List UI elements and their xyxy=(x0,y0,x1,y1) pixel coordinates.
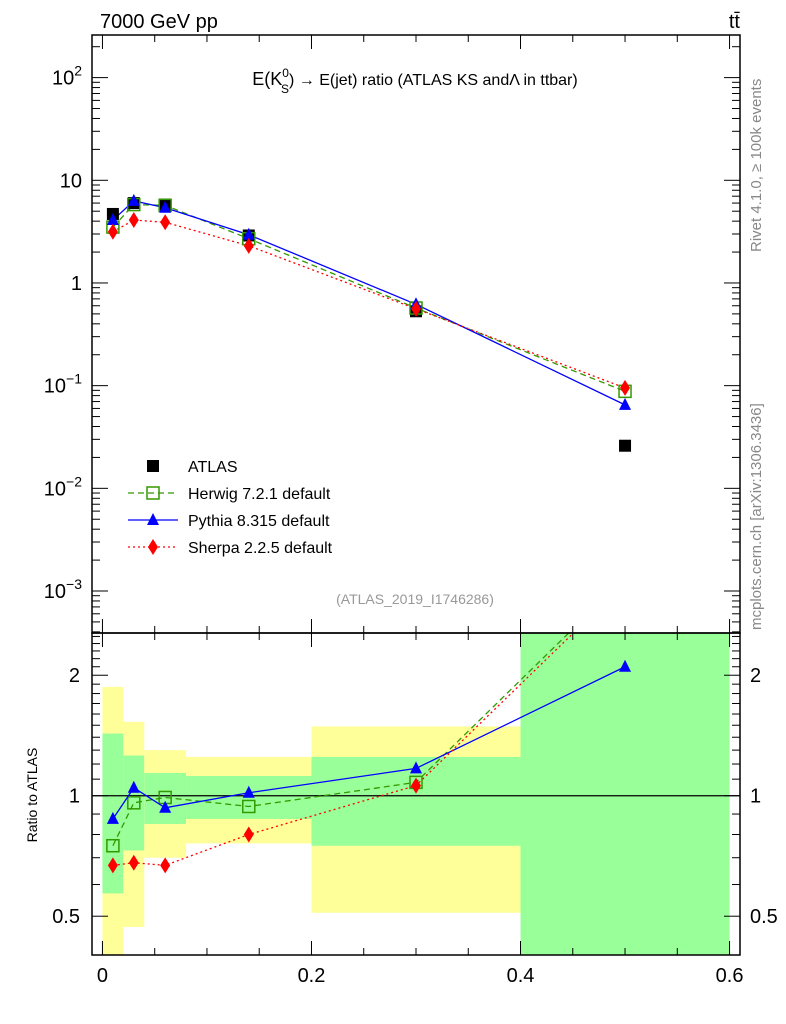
sherpa-point xyxy=(620,379,631,396)
pythia-line xyxy=(112,200,626,406)
legend-marker-atlas xyxy=(147,460,159,472)
legend-marker-herwig xyxy=(146,486,160,500)
title-prefix: E(K xyxy=(252,69,282,89)
ratio-y-tick-label-right: 2 xyxy=(750,665,761,687)
analysis-label: (ATLAS_2019_I1746286) xyxy=(336,591,494,607)
legend-label-atlas: ATLAS xyxy=(188,459,238,476)
x-tick-label: 0.2 xyxy=(298,965,326,987)
ratio-y-tick-label-right: 0.5 xyxy=(750,906,778,928)
pythia-ratio-line xyxy=(112,666,626,820)
herwig-ratio-point xyxy=(106,838,120,853)
pythia-point xyxy=(242,227,255,240)
x-tick-label: 0.6 xyxy=(716,965,744,987)
y-tick-label-base: 10 xyxy=(60,170,82,192)
pythia-point xyxy=(106,213,119,226)
x-tick-label: 0.4 xyxy=(507,965,535,987)
atlas-point xyxy=(619,439,632,452)
pythia-ratio-point xyxy=(159,800,172,813)
title-suffix: ) → E(jet) ratio (ATLAS KS andΛ in ttbar… xyxy=(289,72,578,89)
sherpa-ratio-point xyxy=(411,777,421,794)
sherpa-point xyxy=(160,214,171,231)
y-tick-label: 102 xyxy=(52,63,82,90)
sherpa-point xyxy=(107,223,118,240)
rivet-version-label: Rivet 4.1.0, ≥ 100k events xyxy=(748,79,765,252)
plot-title: E(K0 S) → E(jet) ratio (ATLAS KS andΛ in … xyxy=(252,66,577,96)
pythia-point xyxy=(619,397,632,410)
energy-label: 7000 GeV pp xyxy=(100,11,218,33)
sherpa-ratio-point xyxy=(160,857,171,874)
ratio-y-tick-label: 0.5 xyxy=(52,906,80,928)
sherpa-line xyxy=(112,219,626,389)
y-tick-label: 10−1 xyxy=(44,371,82,398)
sherpa-ratio-point xyxy=(243,826,254,843)
title-subscript: S xyxy=(281,82,289,96)
mcplots-label: mcplots.cern.ch [arXiv:1306.3436] xyxy=(748,403,765,630)
legend-label-herwig: Herwig 7.2.1 default xyxy=(188,486,331,503)
y-tick-label-base: 1 xyxy=(71,273,82,295)
inner-band-bin xyxy=(123,755,145,851)
process-label: tt̄ xyxy=(729,11,741,33)
pythia-point xyxy=(127,193,140,206)
ratio-y-tick-label: 1 xyxy=(69,786,80,808)
pythia-ratio-point xyxy=(410,761,422,774)
y-tick-label-exponent: −1 xyxy=(66,371,82,387)
pythia-point xyxy=(159,200,172,213)
y-tick-label: 1 xyxy=(71,273,82,295)
herwig-line xyxy=(112,203,626,392)
legend-label-sherpa: Sherpa 2.2.5 default xyxy=(188,540,333,557)
y-tick-label-exponent: 2 xyxy=(74,63,82,79)
herwig-ratio-point xyxy=(242,799,256,814)
ratio-y-tick-label-right: 1 xyxy=(750,786,761,808)
x-tick-label: 0 xyxy=(97,965,108,987)
ratio-panel-data xyxy=(92,572,740,874)
sherpa-point xyxy=(243,237,254,254)
sherpa-point xyxy=(411,300,421,317)
sherpa-ratio-point xyxy=(128,854,139,871)
sherpa-ratio-point xyxy=(107,857,118,874)
legend-label-pythia: Pythia 8.315 default xyxy=(188,513,330,530)
y-tick-label-base: 10 xyxy=(44,478,66,500)
y-tick-label: 10−2 xyxy=(44,473,82,500)
legend: ATLAS Herwig 7.2.1 default Pythia 8.315 de… xyxy=(128,459,333,557)
pythia-ratio-point xyxy=(242,785,255,798)
y-tick-label-exponent: −2 xyxy=(66,473,82,489)
y-tick-label-base: 10 xyxy=(44,581,66,603)
herwig-ratio-line xyxy=(112,633,570,847)
y-tick-label: 10 xyxy=(60,170,82,192)
y-tick-label-base: 10 xyxy=(52,68,74,90)
ratio-ylabel: Ratio to ATLAS xyxy=(24,748,40,843)
legend-marker-sherpa xyxy=(148,539,158,555)
pythia-ratio-point xyxy=(619,659,632,672)
sherpa-point xyxy=(128,212,139,229)
ratio-uncertainty-bands xyxy=(102,633,730,955)
title-superscript: 0 xyxy=(282,66,289,80)
inner-band-bin xyxy=(520,633,730,955)
pythia-ratio-point xyxy=(127,780,140,793)
y-tick-label: 10−3 xyxy=(44,576,82,603)
legend-marker-pythia xyxy=(147,513,159,525)
pythia-ratio-point xyxy=(106,811,119,824)
main-panel-data xyxy=(106,193,632,452)
sherpa-ratio-point xyxy=(620,575,630,591)
herwig-ratio-point xyxy=(619,572,631,584)
ratio-y-tick-label: 2 xyxy=(69,665,80,687)
herwig-ratio-point xyxy=(127,796,141,810)
y-tick-label-base: 10 xyxy=(44,376,66,398)
y-tick-label-exponent: −3 xyxy=(66,576,82,592)
